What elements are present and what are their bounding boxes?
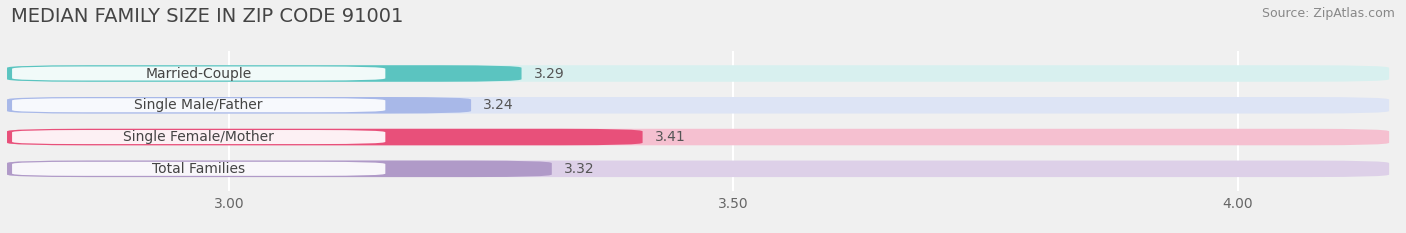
Text: Source: ZipAtlas.com: Source: ZipAtlas.com: [1261, 7, 1395, 20]
Text: Single Female/Mother: Single Female/Mother: [124, 130, 274, 144]
Text: Single Male/Father: Single Male/Father: [135, 98, 263, 112]
FancyBboxPatch shape: [13, 130, 385, 144]
FancyBboxPatch shape: [7, 65, 1389, 82]
FancyBboxPatch shape: [13, 66, 385, 81]
FancyBboxPatch shape: [13, 98, 385, 112]
Text: 3.29: 3.29: [534, 66, 564, 80]
FancyBboxPatch shape: [7, 161, 551, 177]
Text: MEDIAN FAMILY SIZE IN ZIP CODE 91001: MEDIAN FAMILY SIZE IN ZIP CODE 91001: [11, 7, 404, 26]
FancyBboxPatch shape: [7, 97, 1389, 113]
Text: Total Families: Total Families: [152, 162, 245, 176]
Text: 3.41: 3.41: [655, 130, 686, 144]
FancyBboxPatch shape: [7, 161, 1389, 177]
FancyBboxPatch shape: [7, 97, 471, 113]
FancyBboxPatch shape: [7, 129, 643, 145]
Text: Married-Couple: Married-Couple: [146, 66, 252, 80]
Text: 3.24: 3.24: [484, 98, 513, 112]
FancyBboxPatch shape: [7, 129, 1389, 145]
Text: 3.32: 3.32: [564, 162, 595, 176]
FancyBboxPatch shape: [7, 65, 522, 82]
FancyBboxPatch shape: [13, 162, 385, 176]
